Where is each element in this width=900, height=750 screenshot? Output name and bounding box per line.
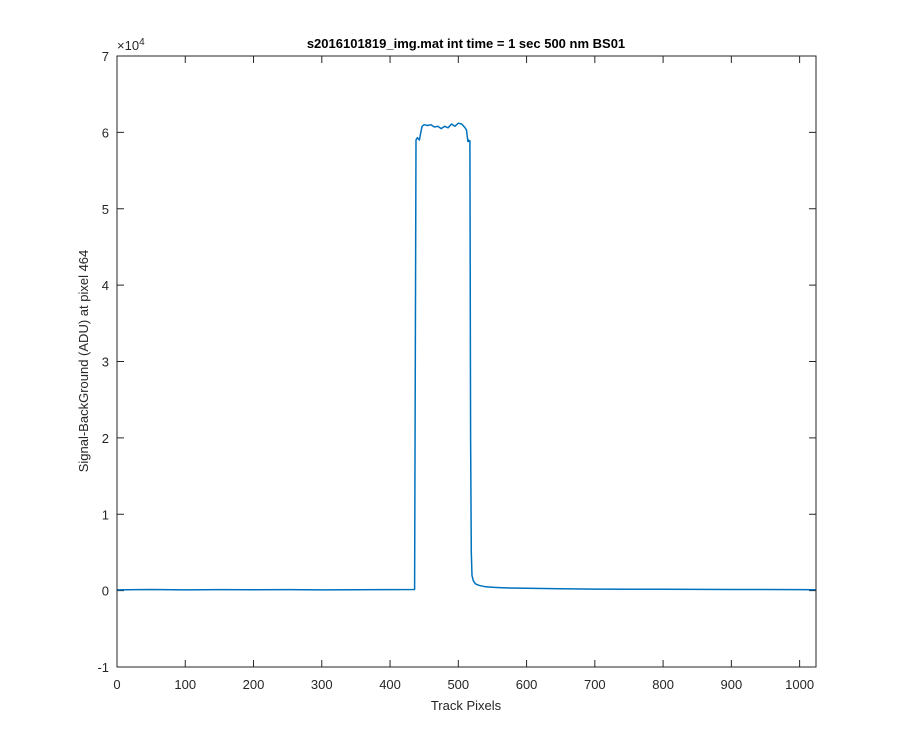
x-tick-label: 800 xyxy=(652,677,674,692)
x-tick-label: 1000 xyxy=(785,677,814,692)
y-tick-label: 4 xyxy=(102,278,109,293)
y-exponent-base: ×10 xyxy=(117,38,139,53)
y-tick-label: 0 xyxy=(102,584,109,599)
y-tick-label: 5 xyxy=(102,202,109,217)
x-tick-label: 300 xyxy=(311,677,333,692)
y-tick-label: 1 xyxy=(102,507,109,522)
y-tick-label: 3 xyxy=(102,355,109,370)
y-tick-label: -1 xyxy=(97,660,109,675)
y-tick-label: 7 xyxy=(102,49,109,64)
y-tick-labels: -1 0 1 2 3 4 5 6 7 xyxy=(97,49,109,675)
x-tick-label: 700 xyxy=(584,677,606,692)
y-tick-label: 6 xyxy=(102,125,109,140)
x-tick-label: 600 xyxy=(516,677,538,692)
axis-ticks xyxy=(116,55,816,668)
x-tick-label: 900 xyxy=(721,677,743,692)
x-axis-label: Track Pixels xyxy=(431,698,502,713)
plot-area xyxy=(117,56,816,667)
plot-frame xyxy=(116,55,817,668)
y-exponent-power: 4 xyxy=(139,37,145,48)
x-tick-label: 400 xyxy=(379,677,401,692)
y-exponent-label: ×104 xyxy=(117,37,145,53)
x-tick-label: 100 xyxy=(174,677,196,692)
x-tick-labels: 0 100 200 300 400 500 600 700 800 900 1000 xyxy=(113,677,814,692)
chart-title: s2016101819_img.mat int time = 1 sec 500… xyxy=(307,36,625,51)
series-line xyxy=(116,122,817,591)
y-axis-label: Signal-BackGround (ADU) at pixel 464 xyxy=(76,250,91,473)
x-tick-label: 0 xyxy=(113,677,120,692)
x-tick-label: 500 xyxy=(447,677,469,692)
x-tick-label: 200 xyxy=(243,677,265,692)
y-tick-label: 2 xyxy=(102,431,109,446)
